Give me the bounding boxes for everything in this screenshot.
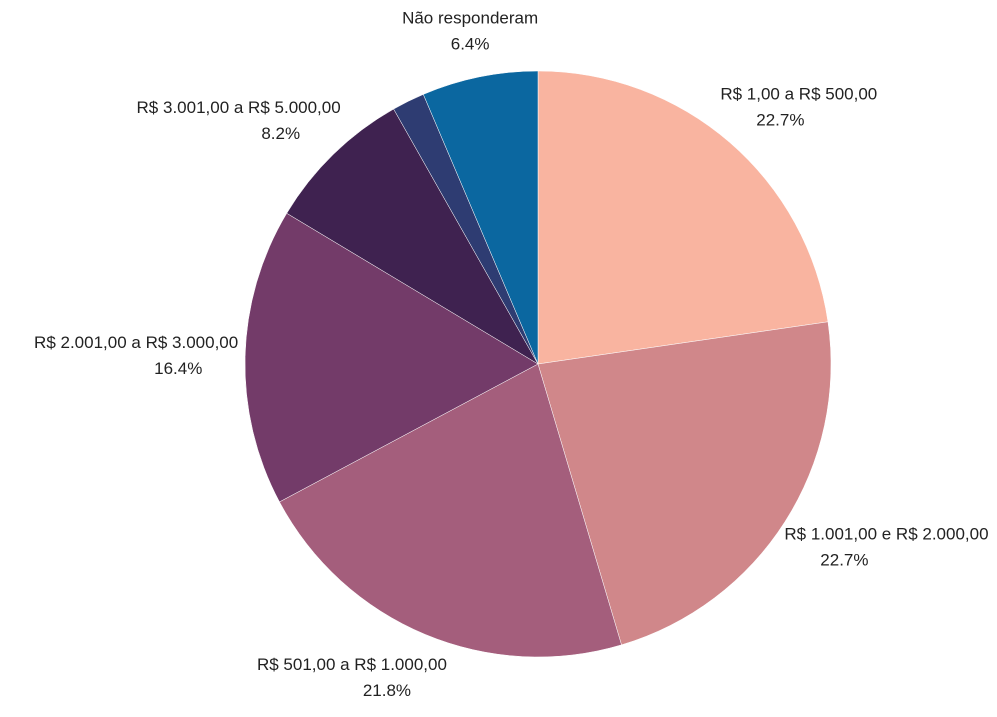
- slice-value: 22.7%: [756, 110, 804, 129]
- pie-slice: [244, 212, 539, 503]
- pie-slice: [537, 321, 832, 646]
- slice-label: R$ 1,00 a R$ 500,00: [720, 84, 877, 103]
- slice-value: 16.4%: [154, 359, 202, 378]
- slice-label: R$ 2.001,00 a R$ 3.000,00: [34, 333, 238, 352]
- slice-label: Não responderam: [402, 8, 538, 27]
- pie-slice: [279, 363, 622, 658]
- pie-slice: [286, 108, 539, 365]
- slice-label: R$ 1.001,00 e R$ 2.000,00: [784, 525, 988, 544]
- pie-slice: [423, 70, 539, 365]
- slice-value: 21.8%: [363, 681, 411, 700]
- slice-value: 22.7%: [820, 551, 868, 570]
- slice-value: 6.4%: [451, 34, 490, 53]
- slice-label: R$ 501,00 a R$ 1.000,00: [257, 655, 447, 674]
- pie-slice: [537, 70, 829, 365]
- slice-value: 8.2%: [261, 124, 300, 143]
- slice-label: R$ 3.001,00 a R$ 5.000,00: [137, 98, 341, 117]
